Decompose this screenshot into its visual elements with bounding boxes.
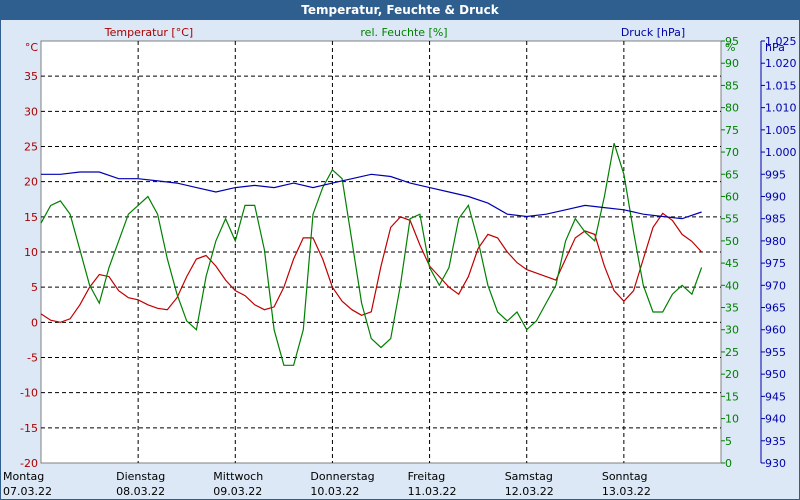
x-tick-day: Freitag [408,470,446,483]
x-tick-date: 12.03.22 [505,485,554,498]
pressure-tick-label: 945 [765,390,786,403]
humidity-tick-label: 45 [725,257,739,270]
pressure-tick-label: 955 [765,346,786,359]
pressure-tick-label: 1.025 [765,35,797,48]
temperature-tick-label: 5 [31,281,38,294]
humidity-tick-label: 95 [725,35,739,48]
humidity-tick-label: 25 [725,346,739,359]
humidity-tick-label: 70 [725,146,739,159]
pressure-tick-label: 1.005 [765,124,797,137]
x-tick-day: Samstag [505,470,553,483]
humidity-unit: % [725,41,735,54]
humidity-tick-label: 65 [725,168,739,181]
pressure-tick-label: 930 [765,457,786,470]
temperature-tick-label: 10 [24,246,38,259]
x-tick-day: Mittwoch [213,470,263,483]
temperature-tick-label: 0 [31,316,38,329]
humidity-tick-label: 55 [725,213,739,226]
humidity-axis: 0 5 10 15 20 25 30 35 40 45 50 55 60 65 70 75 80 85 90 95 [721,35,739,470]
humidity-tick-label: 0 [725,457,732,470]
chart-title: Temperatur, Feuchte & Druck [1,1,799,20]
pressure-tick-label: 1.010 [765,102,797,115]
x-tick-day: Dienstag [116,470,165,483]
pressure-tick-label: 950 [765,368,786,381]
humidity-tick-label: 80 [725,102,739,115]
temperature-tick-label: 25 [24,141,38,154]
x-tick-day: Donnerstag [310,470,374,483]
pressure-tick-label: 940 [765,413,786,426]
humidity-tick-label: 75 [725,124,739,137]
temperature-tick-label: 15 [24,211,38,224]
x-tick-date: 10.03.22 [310,485,359,498]
pressure-tick-label: 1.020 [765,57,797,70]
temperature-tick-label: 30 [24,105,38,118]
series-humidity [40,143,703,366]
temperature-tick-label: -5 [27,352,38,365]
humidity-tick-label: 5 [725,435,732,448]
pressure-tick-label: 985 [765,213,786,226]
temperature-tick-label: 20 [24,176,38,189]
temperature-tick-label: 35 [24,70,38,83]
pressure-tick-label: 1.000 [765,146,797,159]
pressure-tick-label: 990 [765,190,786,203]
x-tick-date: 08.03.22 [116,485,165,498]
humidity-tick-label: 10 [725,413,739,426]
humidity-tick-label: 60 [725,190,739,203]
humidity-tick-label: 85 [725,79,739,92]
x-tick-date: 11.03.22 [408,485,457,498]
pressure-tick-label: 935 [765,435,786,448]
pressure-unit: hPa [765,41,785,54]
x-tick-date: 09.03.22 [213,485,262,498]
humidity-tick-label: 35 [725,302,739,315]
series-lines [40,143,703,366]
humidity-tick-label: 20 [725,368,739,381]
pressure-tick-label: 970 [765,279,786,292]
humidity-tick-label: 50 [725,235,739,248]
x-tick-day: Montag [3,470,44,483]
pressure-tick-label: 965 [765,302,786,315]
humidity-tick-label: 30 [725,324,739,337]
pressure-tick-label: 995 [765,168,786,181]
humidity-tick-label: 40 [725,279,739,292]
grid-lines [41,41,721,463]
temperature-unit: °C [25,41,39,54]
x-tick-date: 07.03.22 [3,485,52,498]
pressure-tick-label: 960 [765,324,786,337]
legend-pressure: Druck [hPa] [621,26,685,39]
temperature-axis: -20 -15 -10 -5 0 5 10 15 20 25 30 35 [20,70,38,470]
temperature-tick-label: -20 [20,457,38,470]
legend-temperature: Temperatur [°C] [104,26,193,39]
series-temperature [40,212,703,323]
pressure-tick-label: 1.015 [765,79,797,92]
pressure-tick-label: 975 [765,257,786,270]
humidity-tick-label: 15 [725,390,739,403]
humidity-tick-label: 90 [725,57,739,70]
x-tick-day: Sonntag [602,470,648,483]
pressure-axis: 930 935 940 945 950 955 960 965 970 975 980 985 990 9… [760,35,797,470]
pressure-tick-label: 980 [765,235,786,248]
temperature-tick-label: -10 [20,387,38,400]
series-pressure [41,171,702,220]
temperature-tick-label: -15 [20,422,38,435]
legend-humidity: rel. Feuchte [%] [360,26,447,39]
x-tick-date: 13.03.22 [602,485,651,498]
x-axis: Montag 07.03.22 Dienstag 08.03.22 Mittwoch 09… [3,470,651,498]
